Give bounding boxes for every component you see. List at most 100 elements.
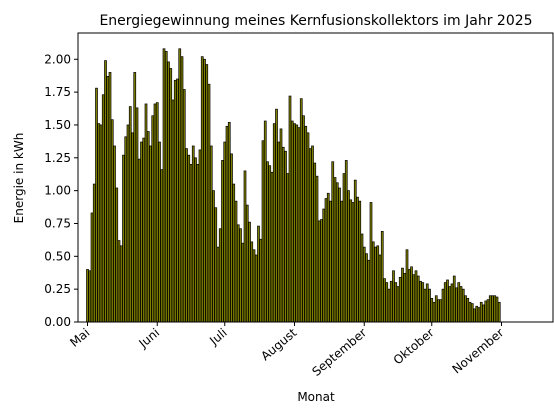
bar — [263, 120, 267, 323]
bar — [250, 241, 254, 323]
bar — [455, 287, 458, 323]
bar — [191, 145, 195, 323]
bar — [297, 127, 301, 323]
bar — [448, 286, 452, 323]
bar — [182, 89, 186, 323]
bar — [353, 179, 357, 323]
bar — [153, 103, 157, 323]
bar — [419, 280, 422, 323]
bar — [176, 78, 179, 323]
bar — [414, 270, 418, 323]
bar — [396, 286, 400, 323]
bar — [99, 124, 103, 323]
y-axis-title: Energie in kWh — [12, 133, 26, 224]
bar — [389, 280, 393, 323]
bar — [135, 107, 139, 323]
bar — [178, 48, 182, 323]
bar — [101, 94, 105, 323]
bar — [288, 95, 292, 323]
bar — [437, 299, 440, 323]
bar — [410, 266, 413, 323]
bar — [475, 305, 479, 323]
bar — [295, 124, 299, 323]
bar — [479, 301, 483, 323]
bar — [173, 79, 177, 323]
bar — [482, 304, 485, 323]
bar — [365, 253, 368, 323]
bar — [450, 283, 454, 323]
bar — [441, 288, 445, 323]
bar — [394, 282, 398, 323]
bar — [106, 75, 110, 323]
bar — [272, 123, 276, 323]
bar — [225, 125, 229, 323]
bar — [286, 173, 290, 323]
bar — [473, 308, 476, 323]
bar — [376, 245, 380, 323]
bar — [421, 282, 425, 323]
bar — [369, 202, 373, 323]
y-tick-label: 0.25 — [44, 282, 71, 296]
bar — [466, 298, 470, 323]
bar — [306, 132, 310, 323]
bar — [358, 200, 362, 323]
bar — [259, 238, 263, 323]
bar — [331, 161, 335, 323]
bar — [218, 228, 222, 323]
bar — [241, 242, 245, 323]
bar — [149, 145, 152, 323]
bar — [432, 301, 436, 323]
bar — [261, 140, 265, 323]
bar — [257, 225, 260, 323]
bar — [216, 246, 220, 323]
bar — [403, 273, 407, 323]
bar — [470, 303, 474, 323]
bar — [378, 254, 382, 323]
bar — [158, 141, 161, 323]
bar — [344, 160, 348, 323]
bar — [119, 245, 123, 323]
bar — [439, 299, 443, 323]
bar — [198, 149, 202, 323]
bar — [356, 196, 359, 323]
bar — [495, 296, 499, 323]
bar — [124, 136, 128, 323]
bar — [88, 270, 92, 323]
bar — [428, 288, 431, 323]
bar — [151, 115, 155, 323]
bar — [144, 103, 148, 323]
bar — [196, 164, 200, 323]
bar — [207, 83, 211, 323]
bar — [155, 102, 159, 323]
bar — [169, 68, 173, 323]
y-tick-label: 1.00 — [44, 184, 71, 198]
bar — [461, 288, 465, 323]
y-tick-label: 0.00 — [44, 315, 71, 329]
bar — [142, 137, 146, 323]
bar — [351, 202, 355, 323]
bar — [452, 275, 456, 323]
bar — [245, 204, 249, 323]
bar — [320, 219, 323, 323]
bar — [223, 141, 227, 323]
bar — [167, 61, 170, 323]
bar — [491, 295, 494, 323]
bar — [488, 295, 492, 323]
bar — [371, 241, 375, 323]
bar — [497, 301, 501, 323]
bar — [360, 233, 364, 323]
bar — [457, 282, 461, 323]
bar — [347, 190, 350, 323]
bar — [252, 249, 256, 323]
bar — [349, 199, 353, 323]
bar — [104, 60, 107, 323]
bar — [484, 300, 488, 323]
bar — [459, 286, 463, 323]
bar — [293, 123, 296, 323]
bar — [443, 282, 447, 323]
bar — [212, 190, 215, 323]
bar — [367, 259, 371, 323]
bar — [430, 298, 434, 323]
chart-title: Energiegewinnung meines Kernfusionskolle… — [99, 13, 532, 29]
y-tick-label: 1.75 — [44, 85, 71, 99]
